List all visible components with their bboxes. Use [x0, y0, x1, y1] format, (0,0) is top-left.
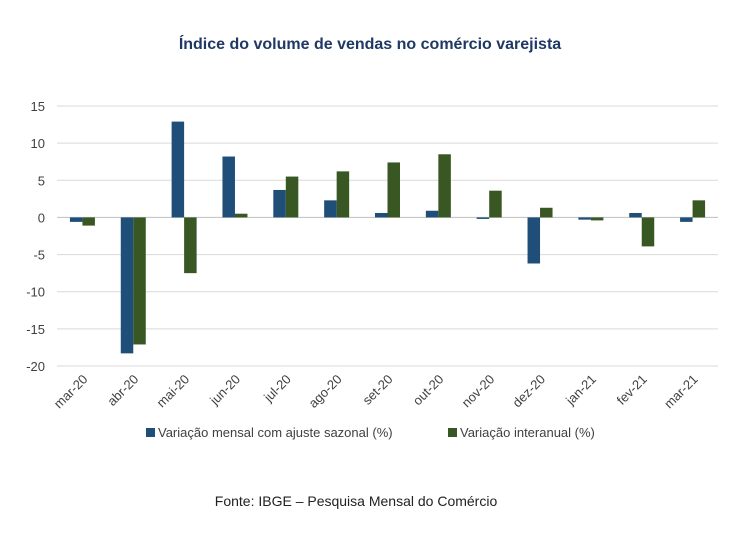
x-tick-label: mar-21 — [661, 372, 701, 412]
bar-mensal-nov-20 — [476, 217, 490, 219]
y-tick-label: 10 — [31, 136, 45, 151]
y-axis-ticks: 15 10 5 0 -5 -10 -15 -20 — [26, 99, 45, 374]
y-tick-label: 0 — [38, 210, 45, 225]
bar-interanual-jul-20 — [285, 176, 299, 218]
x-tick-label: jun-20 — [206, 372, 243, 409]
bar-interanual-out-20 — [438, 154, 451, 218]
bar-mensal-mar-20 — [69, 217, 83, 222]
y-tick-label: -15 — [26, 322, 45, 337]
x-tick-label: jan-21 — [562, 372, 599, 409]
bar-interanual-ago-20 — [336, 171, 350, 218]
y-tick-label: -20 — [26, 359, 45, 374]
bar-interanual-nov-20 — [489, 190, 502, 218]
y-tick-label: 15 — [31, 99, 45, 114]
bar-interanual-abr-20 — [133, 217, 146, 345]
grid-lines — [57, 105, 718, 367]
bar-interanual-set-20 — [387, 162, 400, 218]
y-tick-label: 5 — [38, 173, 45, 188]
x-tick-label: ago-20 — [306, 372, 345, 411]
bar-mensal-jan-21 — [578, 217, 591, 220]
legend-swatch — [146, 428, 155, 437]
bar-interanual-mar-20 — [82, 217, 95, 226]
bar-interanual-jan-21 — [590, 217, 604, 221]
bar-mensal-mar-21 — [680, 217, 693, 222]
bar-interanual-mai-20 — [184, 217, 197, 274]
bar-mensal-set-20 — [375, 212, 388, 218]
bar-mensal-jun-20 — [222, 156, 235, 218]
y-tick-label: -5 — [33, 248, 45, 263]
source-note: Fonte: IBGE – Pesquisa Mensal do Comérci… — [214, 493, 498, 509]
legend-label: Variação mensal com ajuste sazonal (%) — [158, 425, 393, 440]
legend-label: Variação interanual (%) — [460, 425, 595, 440]
chart-title: Índice do volume de vendas no comércio v… — [178, 36, 562, 53]
bar-mensal-ago-20 — [324, 200, 337, 218]
x-tick-label: out-20 — [410, 372, 447, 409]
bar-mensal-abr-20 — [120, 217, 134, 354]
bars — [69, 121, 706, 354]
x-axis-ticks: mar-20 abr-20 mai-20 jun-20 jul-20 ago-20 set-… — [51, 372, 701, 412]
bar-interanual-fev-21 — [641, 217, 655, 247]
bar-mensal-fev-21 — [629, 212, 642, 218]
bar-interanual-dez-20 — [540, 207, 553, 218]
x-tick-label: mar-20 — [51, 372, 91, 412]
bar-interanual-mar-21 — [692, 200, 706, 218]
y-tick-label: -10 — [26, 285, 45, 300]
x-tick-label: mai-20 — [154, 372, 193, 411]
bar-interanual-jun-20 — [234, 213, 248, 218]
x-tick-label: set-20 — [359, 372, 395, 408]
bar-mensal-mai-20 — [171, 121, 185, 218]
x-tick-label: abr-20 — [104, 372, 141, 409]
legend-swatch — [448, 428, 457, 437]
bar-mensal-jul-20 — [273, 189, 286, 218]
x-tick-label: fev-21 — [614, 372, 650, 408]
x-tick-label: jul-20 — [260, 372, 294, 406]
bar-mensal-dez-20 — [527, 217, 541, 264]
bar-mensal-out-20 — [425, 210, 439, 218]
x-tick-label: dez-20 — [509, 372, 548, 411]
legend: Variação mensal com ajuste sazonal (%) Va… — [146, 425, 595, 440]
x-tick-label: nov-20 — [459, 372, 498, 411]
